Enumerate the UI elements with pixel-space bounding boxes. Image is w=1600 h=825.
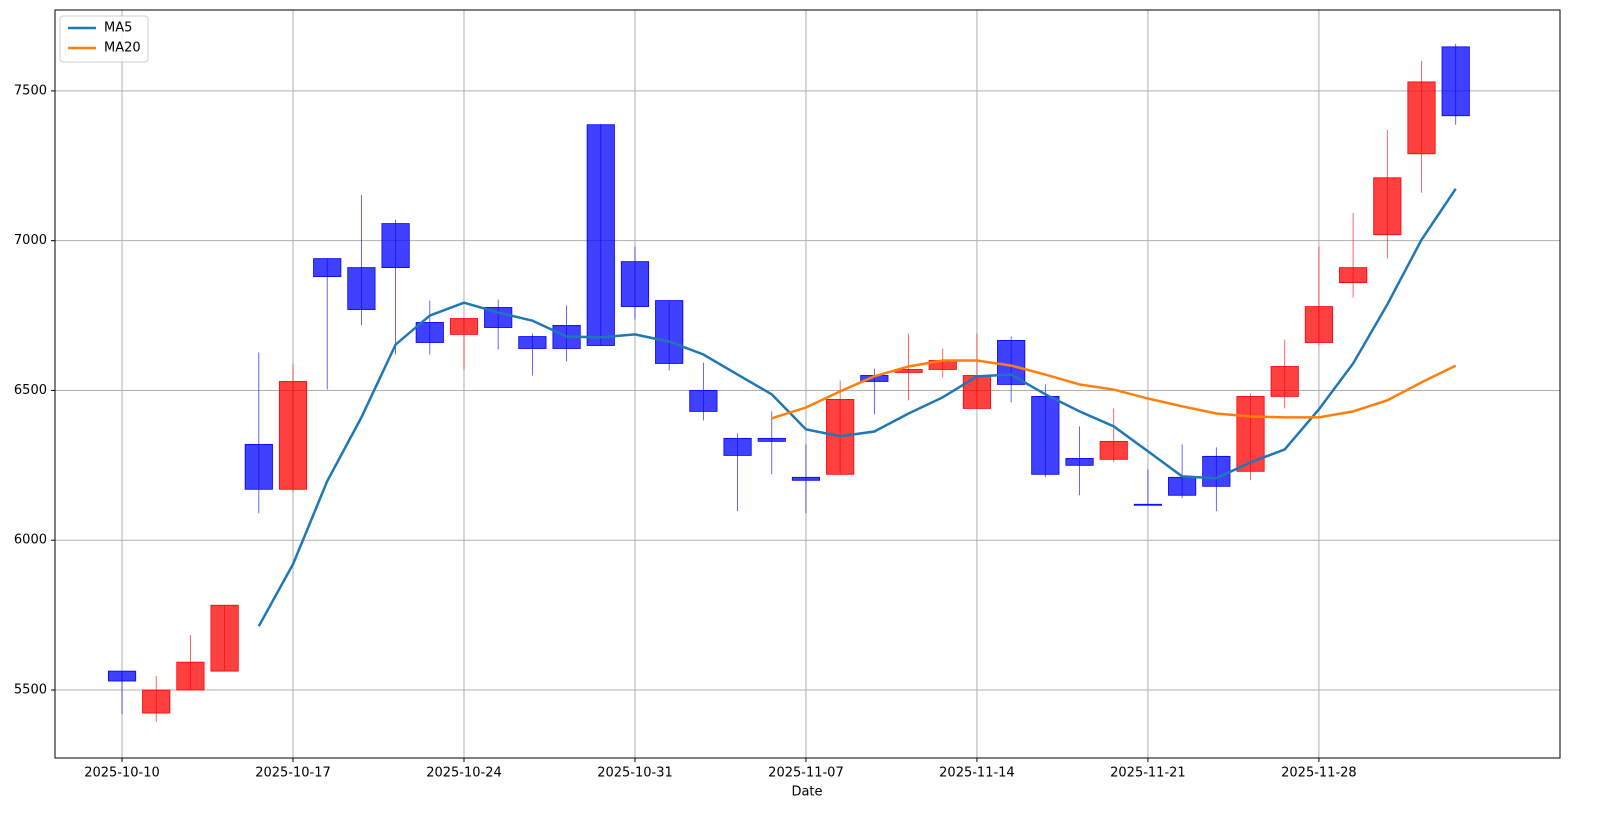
candle-body [1202, 455, 1231, 487]
x-tick-label: 2025-10-31 [597, 766, 673, 781]
candle-body [1031, 396, 1060, 475]
x-tick-label: 2025-11-21 [1110, 766, 1186, 781]
candle-body [757, 437, 786, 442]
candle-body [1441, 46, 1470, 117]
y-tick-label: 6000 [14, 533, 47, 548]
candle-body [791, 476, 821, 481]
candle-body [1065, 458, 1094, 466]
candle-body [1133, 503, 1163, 506]
x-tick-label: 2025-11-07 [768, 766, 844, 781]
candle-body [210, 604, 239, 672]
candle-body [107, 670, 137, 682]
candle-body [1236, 396, 1265, 472]
y-tick-label: 7500 [14, 83, 47, 98]
y-tick-label: 7000 [14, 233, 47, 248]
candle-body [997, 340, 1026, 385]
candle-body [723, 437, 752, 456]
candle-body [1407, 81, 1436, 155]
candle-body [1099, 440, 1128, 460]
legend-label: MA5 [104, 21, 132, 36]
x-tick-label: 2025-10-10 [84, 766, 160, 781]
plot-frame [54, 9, 1561, 759]
x-tick-label: 2025-11-28 [1281, 766, 1357, 781]
candle-body [176, 661, 205, 691]
ma-line [771, 359, 1457, 420]
x-tick-label: 2025-10-17 [255, 766, 331, 781]
x-axis-label: Date [791, 785, 822, 800]
candle-body [655, 300, 684, 364]
candle-body [962, 375, 992, 409]
candle-body [484, 307, 513, 328]
candle-body [1270, 366, 1299, 397]
candle-body [1168, 476, 1197, 496]
candle-body [1373, 177, 1402, 236]
candle-body [620, 261, 650, 307]
candle-body [1339, 267, 1368, 283]
candle-body [1304, 306, 1333, 343]
ma-line [257, 188, 1457, 627]
candle-body [313, 258, 342, 278]
candle-body [142, 689, 171, 714]
x-tick-label: 2025-10-24 [426, 766, 502, 781]
candle-body [244, 443, 273, 490]
candle-body [518, 336, 547, 349]
candle-body [381, 223, 410, 269]
candle-body [586, 124, 615, 346]
legend-label: MA20 [104, 41, 141, 56]
y-tick-label: 6500 [14, 383, 47, 398]
candle-body [415, 322, 444, 343]
candle-body [347, 267, 376, 310]
x-tick-label: 2025-11-14 [939, 766, 1015, 781]
y-tick-label: 5500 [14, 683, 47, 698]
candle-body [689, 390, 718, 412]
candle-body [278, 381, 308, 490]
candle-body [449, 318, 479, 335]
